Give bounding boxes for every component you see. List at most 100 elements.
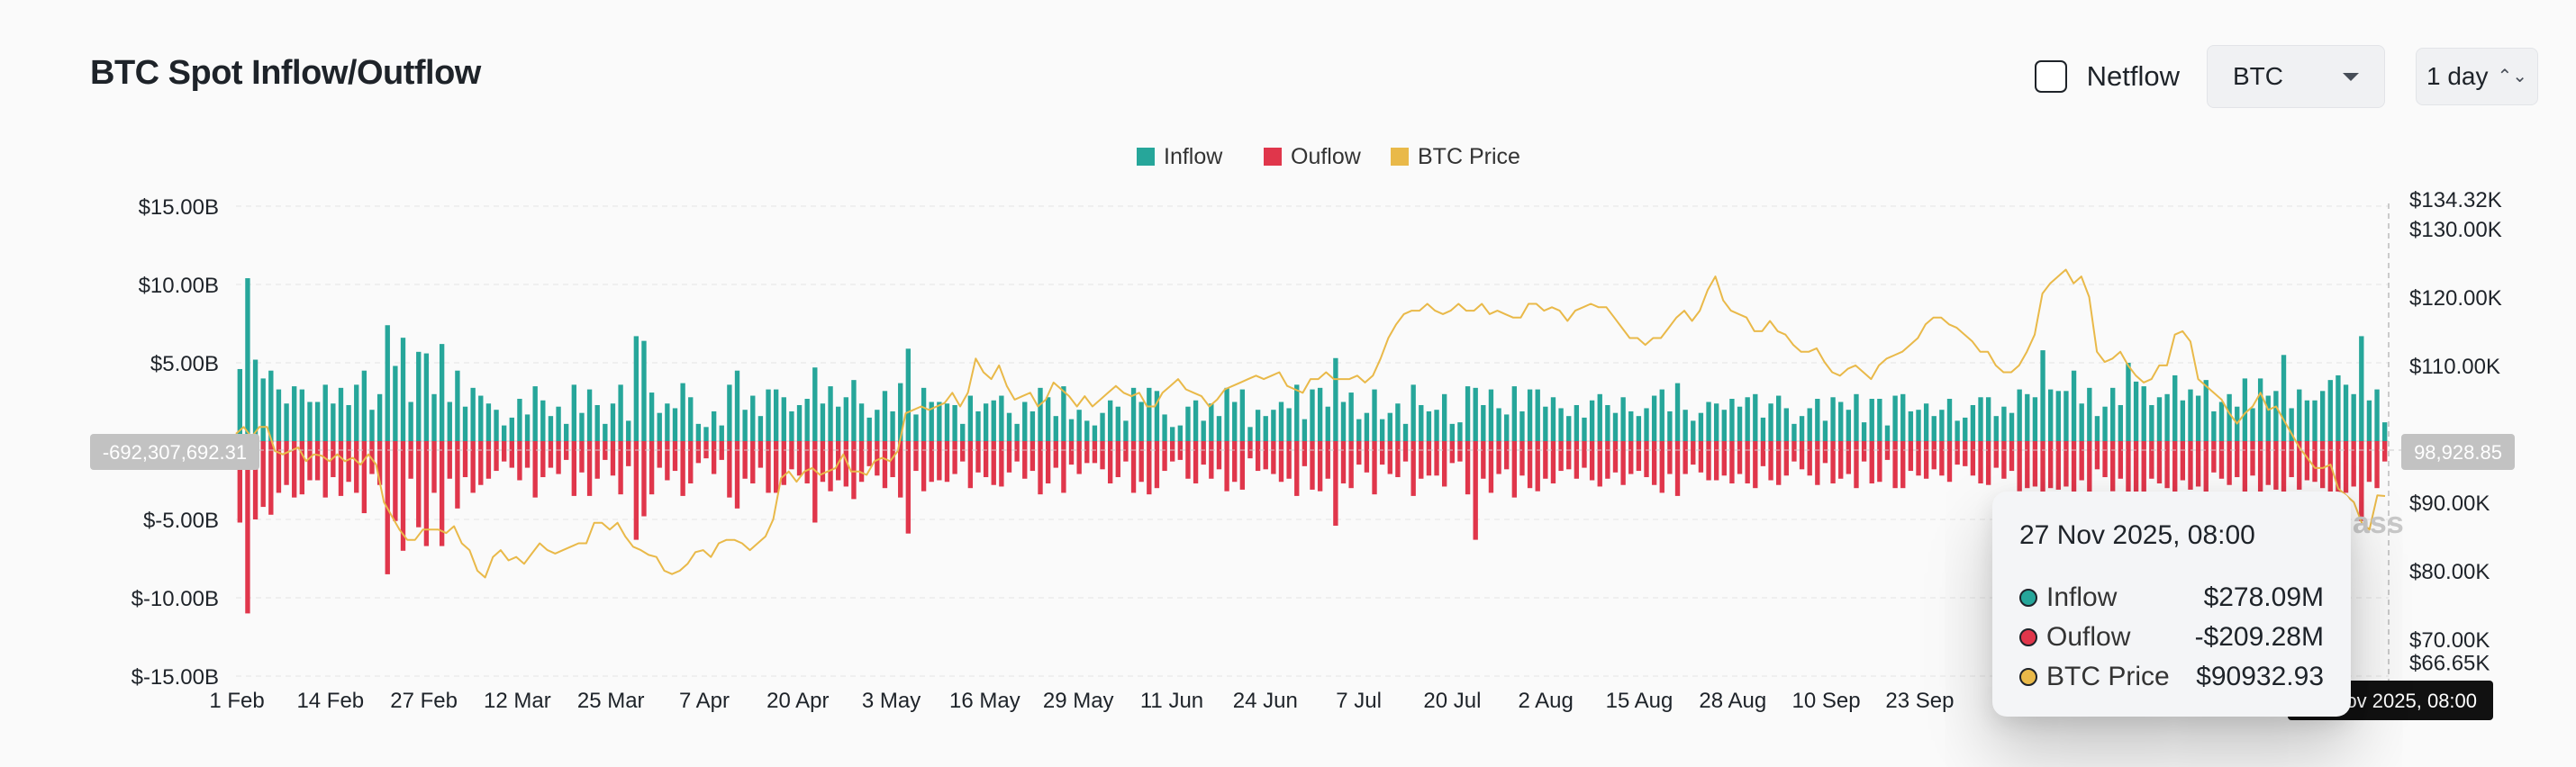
inflow-bar — [314, 402, 321, 441]
outflow-bar — [2235, 441, 2240, 478]
outflow-bar — [2366, 441, 2372, 483]
inflow-bar — [1379, 419, 1385, 441]
inflow-bar — [1123, 420, 1129, 441]
inflow-bar — [1706, 402, 1711, 441]
inflow-bar — [284, 403, 289, 441]
outflow-bar — [2040, 441, 2045, 519]
inflow-bar — [734, 370, 740, 441]
outflow-bar — [1286, 441, 1292, 479]
inflow-bar — [789, 411, 794, 441]
inflow-bar — [1177, 425, 1183, 441]
outflow-bar — [586, 441, 593, 496]
outflow-bar — [376, 441, 383, 485]
inflow-bar — [2141, 386, 2146, 441]
inflow-bar — [1776, 395, 1782, 441]
inflow-bar — [501, 425, 507, 441]
outflow-bar — [1216, 441, 1222, 470]
outflow-bar — [1147, 441, 1152, 495]
inflow-bar — [983, 403, 989, 441]
outflow-bar — [742, 441, 748, 479]
interval-select[interactable]: 1 day ⌃⌄ — [2416, 48, 2538, 105]
legend-swatch — [1137, 148, 1155, 166]
outflow-bar — [1745, 441, 1750, 483]
inflow-bar — [1061, 386, 1066, 441]
inflow-bar — [447, 402, 452, 441]
inflow-bar — [727, 384, 732, 441]
inflow-bar — [2048, 389, 2054, 441]
outflow-bar — [1232, 441, 1238, 483]
x-tick-label: 27 Feb — [390, 689, 458, 713]
outflow-bar — [594, 441, 600, 479]
inflow-bar — [1721, 410, 1727, 441]
inflow-bar — [1224, 387, 1229, 441]
inflow-bar — [1854, 393, 1859, 441]
outflow-bar — [766, 441, 771, 493]
inflow-bar — [719, 425, 724, 441]
inflow-bar — [695, 423, 702, 441]
outflow-bar — [408, 441, 413, 479]
outflow-bar — [2218, 441, 2225, 479]
inflow-bar — [875, 410, 880, 441]
outflow-bar — [1985, 441, 1991, 485]
inflow-bar — [1154, 391, 1160, 441]
inflow-bar — [1076, 410, 1082, 441]
outflow-bar — [1496, 441, 1501, 474]
tooltip-value: $90932.93 — [2196, 662, 2324, 691]
inflow-bar — [1830, 397, 1836, 441]
legend-label: BTC Price — [1418, 144, 1520, 169]
outflow-bar — [1154, 441, 1160, 489]
inflow-bar — [1426, 411, 1432, 441]
outflow-bar — [1776, 441, 1782, 485]
x-tick-label: 23 Sep — [1885, 689, 1954, 713]
inflow-bar — [1939, 410, 1945, 441]
tooltip-label: Ouflow — [2046, 622, 2131, 652]
netflow-checkbox[interactable] — [2034, 60, 2067, 93]
x-tick-label: 12 Mar — [484, 689, 551, 713]
inflow-bar — [1753, 393, 1758, 441]
inflow-bar — [2156, 397, 2163, 441]
outflow-bar — [276, 441, 282, 493]
inflow-bar — [905, 348, 912, 441]
outflow-bar — [1558, 441, 1564, 472]
netflow-toggle[interactable]: Netflow — [2034, 60, 2180, 93]
inflow-bar — [1333, 357, 1338, 441]
outflow-bar — [1931, 441, 1937, 470]
legend-label: Ouflow — [1291, 144, 1362, 169]
inflow-bar — [408, 402, 413, 441]
outflow-bar — [610, 441, 616, 476]
inflow-bar — [439, 344, 445, 441]
asset-select[interactable]: BTC — [2207, 45, 2385, 108]
inflow-bar — [1325, 406, 1330, 441]
inflow-bar — [1038, 387, 1043, 441]
inflow-bar — [711, 411, 717, 441]
outflow-bar — [439, 441, 445, 546]
inflow-bar — [2094, 416, 2100, 441]
outflow-bar — [1620, 441, 1626, 485]
outflow-bar — [875, 441, 880, 476]
outflow-bar — [1045, 441, 1051, 483]
tooltip-row-outflow: Ouflow -$209.28M — [2019, 618, 2324, 657]
inflow-bar — [1691, 420, 1696, 441]
inflow-bar — [2079, 403, 2084, 441]
tooltip-value: -$209.28M — [2194, 622, 2324, 652]
inflow-bar — [260, 378, 266, 441]
outflow-bar — [2017, 441, 2022, 492]
inflow-bar — [2001, 406, 2007, 441]
inflow-bar — [1442, 393, 1447, 441]
outflow-bar — [1022, 441, 1028, 479]
outflow-bar — [346, 441, 351, 483]
outflow-bar — [2048, 441, 2054, 489]
inflow-bar — [610, 403, 616, 441]
inflow-bar — [393, 365, 398, 441]
inflow-bar — [1022, 402, 1028, 441]
outflow-bar — [1209, 441, 1214, 479]
outflow-bar — [1068, 441, 1075, 465]
inflow-bar — [1092, 425, 1098, 441]
outflow-bar — [789, 441, 794, 470]
x-tick-label: 7 Jul — [1336, 689, 1382, 713]
outflow-bar — [431, 441, 437, 493]
x-tick-label: 7 Apr — [679, 689, 730, 713]
outflow-bar — [1978, 441, 1983, 483]
inflow-bar — [796, 404, 803, 441]
